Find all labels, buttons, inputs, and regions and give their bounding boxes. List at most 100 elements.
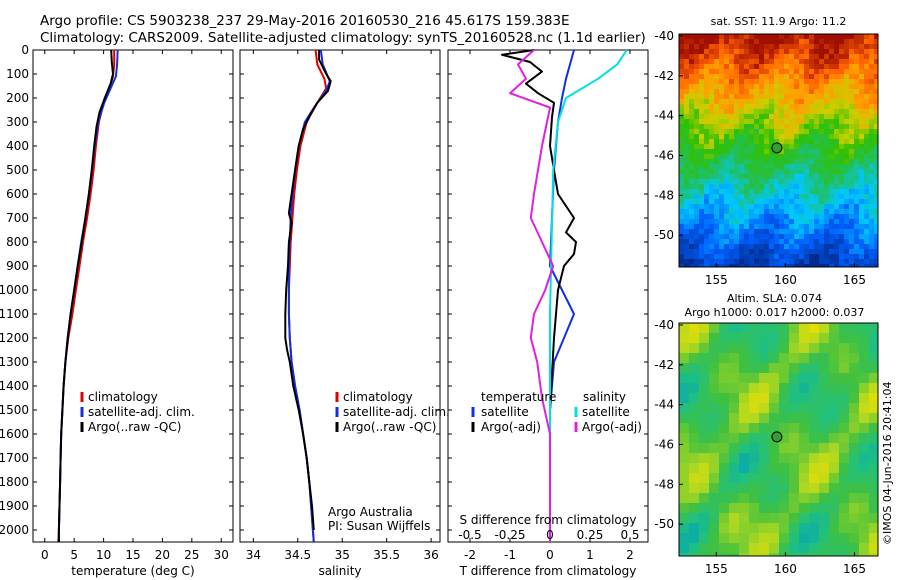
map-cell [819, 179, 824, 184]
map-cell [779, 39, 784, 44]
map-cell [729, 249, 734, 254]
map-cell [729, 149, 734, 154]
map-cell [864, 169, 869, 174]
map-cell [754, 79, 759, 84]
map-cell [874, 264, 878, 267]
map-cell [754, 74, 759, 79]
map-cell [739, 189, 744, 194]
map-cell [694, 44, 699, 49]
map-cell [839, 453, 849, 463]
map-cell [849, 543, 859, 553]
map-cell [684, 139, 689, 144]
map-cell [734, 84, 739, 89]
map-cell [829, 74, 834, 79]
map-cell [744, 244, 749, 249]
map-cell [864, 89, 869, 94]
map-cell [724, 49, 729, 54]
map-cell [869, 229, 874, 234]
map-cell [759, 59, 764, 64]
map-cell [824, 219, 829, 224]
map-cell [749, 74, 754, 79]
map-cell [684, 169, 689, 174]
map-cell [829, 239, 834, 244]
map-cell [789, 54, 794, 59]
map-cell [759, 129, 764, 134]
map-cell [699, 493, 709, 503]
map-cell [779, 44, 784, 49]
map-cell [754, 204, 759, 209]
map-cell [729, 254, 734, 259]
map-cell [759, 199, 764, 204]
map-cell [699, 174, 704, 179]
map-cell [784, 149, 789, 154]
map-cell [719, 104, 724, 109]
map-cell [724, 249, 729, 254]
x-axis-label: T difference from climatology [459, 564, 637, 578]
map-cell [684, 89, 689, 94]
map-cell [754, 194, 759, 199]
map-cell [774, 134, 779, 139]
map-cell [814, 254, 819, 259]
map-cell [839, 79, 844, 84]
map-cell [779, 59, 784, 64]
sst-map-frame [678, 33, 879, 268]
map-cell [849, 99, 854, 104]
map-cell [729, 413, 739, 423]
map-cell [689, 204, 694, 209]
argo-position-marker [771, 142, 783, 154]
map-cell [759, 154, 764, 159]
map-cell [834, 134, 839, 139]
map-cell [869, 99, 874, 104]
map-cell [764, 209, 769, 214]
map-cell [799, 224, 804, 229]
map-cell [869, 79, 874, 84]
map-cell [734, 164, 739, 169]
map-cell [689, 154, 694, 159]
map-cell [849, 69, 854, 74]
map-cell [789, 39, 794, 44]
map-cell [809, 483, 819, 493]
map-cell [789, 264, 794, 267]
map-cell [749, 543, 759, 553]
map-cell [864, 179, 869, 184]
map-cell [824, 169, 829, 174]
map-cell [719, 219, 724, 224]
map-cell [689, 239, 694, 244]
map-cell [774, 234, 779, 239]
map-cell [874, 184, 878, 189]
map-cell [699, 264, 704, 267]
map-cell [744, 229, 749, 234]
map-cell [714, 74, 719, 79]
map-cell [689, 34, 694, 39]
map-cell [679, 79, 684, 84]
map-cell [819, 244, 824, 249]
map-cell [774, 119, 779, 124]
map-cell [794, 159, 799, 164]
map-cell [744, 249, 749, 254]
map-cell [839, 493, 849, 503]
map-cell [869, 94, 874, 99]
map-cell [679, 139, 684, 144]
map-cell [839, 323, 849, 333]
map-cell [699, 84, 704, 89]
map-cell [804, 94, 809, 99]
map-cell [744, 129, 749, 134]
map-cell [774, 109, 779, 114]
map-cell [789, 169, 794, 174]
lon-tick-label: 155 [705, 273, 728, 287]
map-cell [689, 199, 694, 204]
map-cell [679, 433, 689, 443]
map-cell [869, 204, 874, 209]
map-cell [699, 49, 704, 54]
map-cell [804, 249, 809, 254]
map-cell [859, 493, 869, 503]
map-cell [729, 144, 734, 149]
map-cell [844, 224, 849, 229]
map-cell [839, 149, 844, 154]
map-cell [804, 229, 809, 234]
map-cell [829, 194, 834, 199]
map-cell [714, 224, 719, 229]
map-cell [839, 473, 849, 483]
x-tick-label: 36 [423, 548, 438, 562]
map-cell [724, 234, 729, 239]
